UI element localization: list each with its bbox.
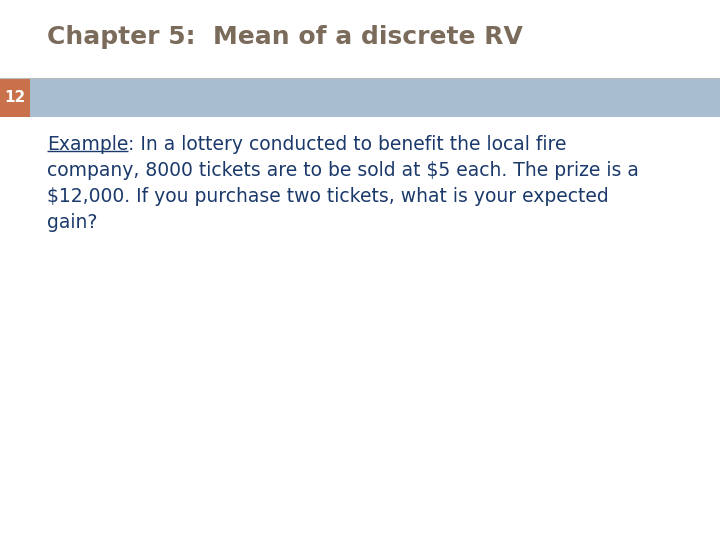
Text: company, 8000 tickets are to be sold at $5 each. The prize is a: company, 8000 tickets are to be sold at … [47, 161, 639, 180]
Text: gain?: gain? [47, 213, 97, 232]
Text: : In a lottery conducted to benefit the local fire: : In a lottery conducted to benefit the … [128, 135, 567, 154]
FancyBboxPatch shape [0, 79, 30, 117]
FancyBboxPatch shape [0, 79, 720, 117]
Text: 12: 12 [4, 91, 26, 105]
Text: $12,000. If you purchase two tickets, what is your expected: $12,000. If you purchase two tickets, wh… [47, 187, 608, 206]
Text: Example: Example [47, 135, 128, 154]
Text: Chapter 5:  Mean of a discrete RV: Chapter 5: Mean of a discrete RV [47, 25, 523, 49]
